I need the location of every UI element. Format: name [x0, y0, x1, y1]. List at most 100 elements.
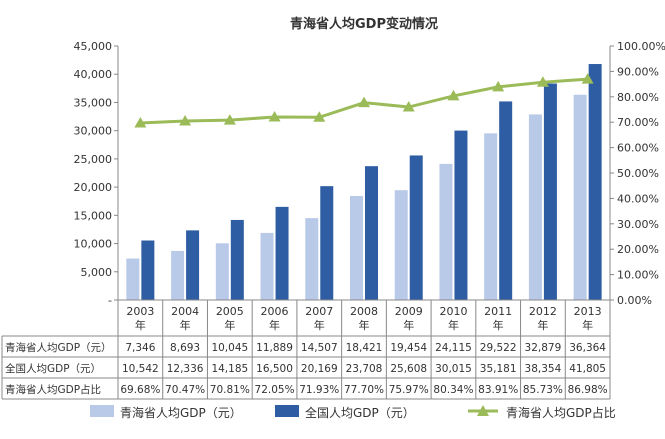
table-cell: 10,542 [122, 363, 159, 375]
table-cell: 24,115 [435, 342, 472, 354]
left-axis-tick-label: 45,000 [74, 40, 113, 53]
bar-qinghai [171, 250, 185, 300]
right-axis-tick-label: 0.00% [617, 294, 652, 307]
table-cell: 85.73% [523, 384, 563, 396]
ratio-point [492, 80, 505, 92]
bar-qinghai [484, 133, 498, 300]
left-axis-tick-label: 5,000 [81, 266, 113, 279]
table-cell: 8,693 [170, 342, 200, 354]
left-axis-tick-label: 35,000 [74, 96, 113, 109]
legend-swatch [275, 405, 299, 417]
left-axis-tick-label: 25,000 [74, 153, 113, 166]
ratio-point [536, 76, 549, 87]
right-axis-tick-label: 50.00% [617, 167, 659, 180]
category-label: 年 [135, 318, 146, 332]
table-cell: 70.81% [210, 384, 250, 396]
left-axis-tick-label: 40,000 [74, 68, 113, 81]
category-label: 年 [537, 318, 548, 332]
legend-label: 青海省人均GDP（元） [120, 405, 242, 420]
table-cell: 41,805 [569, 363, 606, 375]
bar-national [186, 230, 200, 300]
category-label: 年 [403, 318, 414, 332]
left-axis-tick-label: 15,000 [74, 209, 113, 222]
table-row-label: 全国人均GDP（元） [5, 362, 101, 375]
table-cell: 77.70% [344, 384, 384, 396]
table-row-label: 青海省人均GDP（元） [5, 341, 112, 354]
category-label: 年 [180, 318, 191, 332]
bar-qinghai [260, 232, 274, 300]
right-axis-tick-label: 80.00% [617, 91, 659, 104]
category-label: 2009 [395, 305, 423, 318]
bar-qinghai [394, 190, 408, 300]
table-cell: 18,421 [346, 342, 383, 354]
category-label: 2006 [261, 305, 289, 318]
table-cell: 72.05% [255, 384, 295, 396]
category-label: 年 [359, 318, 370, 332]
right-axis-tick-label: 10.00% [617, 269, 659, 282]
right-axis-tick-label: 40.00% [617, 192, 659, 205]
right-axis-tick-label: 100.00% [617, 40, 665, 53]
right-axis-tick-label: 60.00% [617, 142, 659, 155]
chart-title: 青海省人均GDP变动情况 [290, 16, 438, 32]
category-label: 2007 [305, 305, 333, 318]
left-axis-tick-label: 10,000 [74, 238, 113, 251]
category-label: 年 [224, 318, 235, 332]
ratio-point [358, 96, 370, 108]
ratio-point [447, 89, 460, 101]
right-axis-tick-label: 70.00% [617, 116, 659, 129]
legend-label: 全国人均GDP（元） [305, 405, 415, 420]
bar-qinghai [439, 163, 453, 300]
legend-swatch [90, 405, 114, 417]
table-cell: 35,181 [480, 363, 517, 375]
table-cell: 80.34% [433, 384, 473, 396]
bar-national [409, 155, 423, 300]
bar-qinghai [126, 258, 140, 300]
legend-label: 青海省人均GDP占比 [506, 405, 616, 420]
bar-national [543, 83, 557, 301]
bar-qinghai [215, 243, 229, 300]
ratio-point [223, 114, 236, 125]
bar-national [141, 240, 155, 300]
table-cell: 14,185 [211, 363, 248, 375]
legend-swatch [477, 405, 489, 416]
table-cell: 70.47% [165, 384, 205, 396]
category-label: 2005 [216, 305, 244, 318]
ratio-point [268, 110, 281, 122]
category-label: 2004 [171, 305, 199, 318]
bar-national [275, 206, 289, 300]
bar-national [499, 101, 513, 301]
table-cell: 19,454 [390, 342, 427, 354]
category-label: 2003 [126, 305, 154, 318]
bar-qinghai [305, 218, 319, 300]
table-cell: 75.97% [389, 384, 429, 396]
left-axis-tick-label: - [108, 294, 112, 307]
ratio-point [134, 117, 147, 128]
table-cell: 16,500 [256, 363, 293, 375]
ratio-point [313, 111, 326, 122]
bar-national [320, 186, 334, 300]
ratio-point [581, 73, 594, 84]
bar-qinghai [528, 114, 542, 300]
bar-national [365, 166, 378, 300]
table-cell: 30,015 [435, 363, 472, 375]
table-row-label: 青海省人均GDP占比 [5, 383, 101, 396]
category-label: 2013 [574, 305, 602, 318]
table-cell: 11,889 [256, 342, 293, 354]
table-cell: 32,879 [525, 342, 562, 354]
table-cell: 14,507 [301, 342, 338, 354]
category-label: 2008 [350, 305, 378, 318]
left-axis-tick-label: 30,000 [74, 125, 113, 138]
bar-qinghai [573, 94, 587, 300]
category-label: 年 [493, 318, 504, 332]
table-cell: 25,608 [390, 363, 427, 375]
left-axis-tick-label: 20,000 [74, 181, 113, 194]
table-cell: 38,354 [525, 363, 562, 375]
table-cell: 20,169 [301, 363, 338, 375]
category-label: 年 [582, 318, 593, 332]
table-cell: 23,708 [346, 363, 383, 375]
table-cell: 69.68% [120, 384, 160, 396]
bar-national [454, 130, 468, 300]
category-label: 年 [448, 318, 459, 332]
